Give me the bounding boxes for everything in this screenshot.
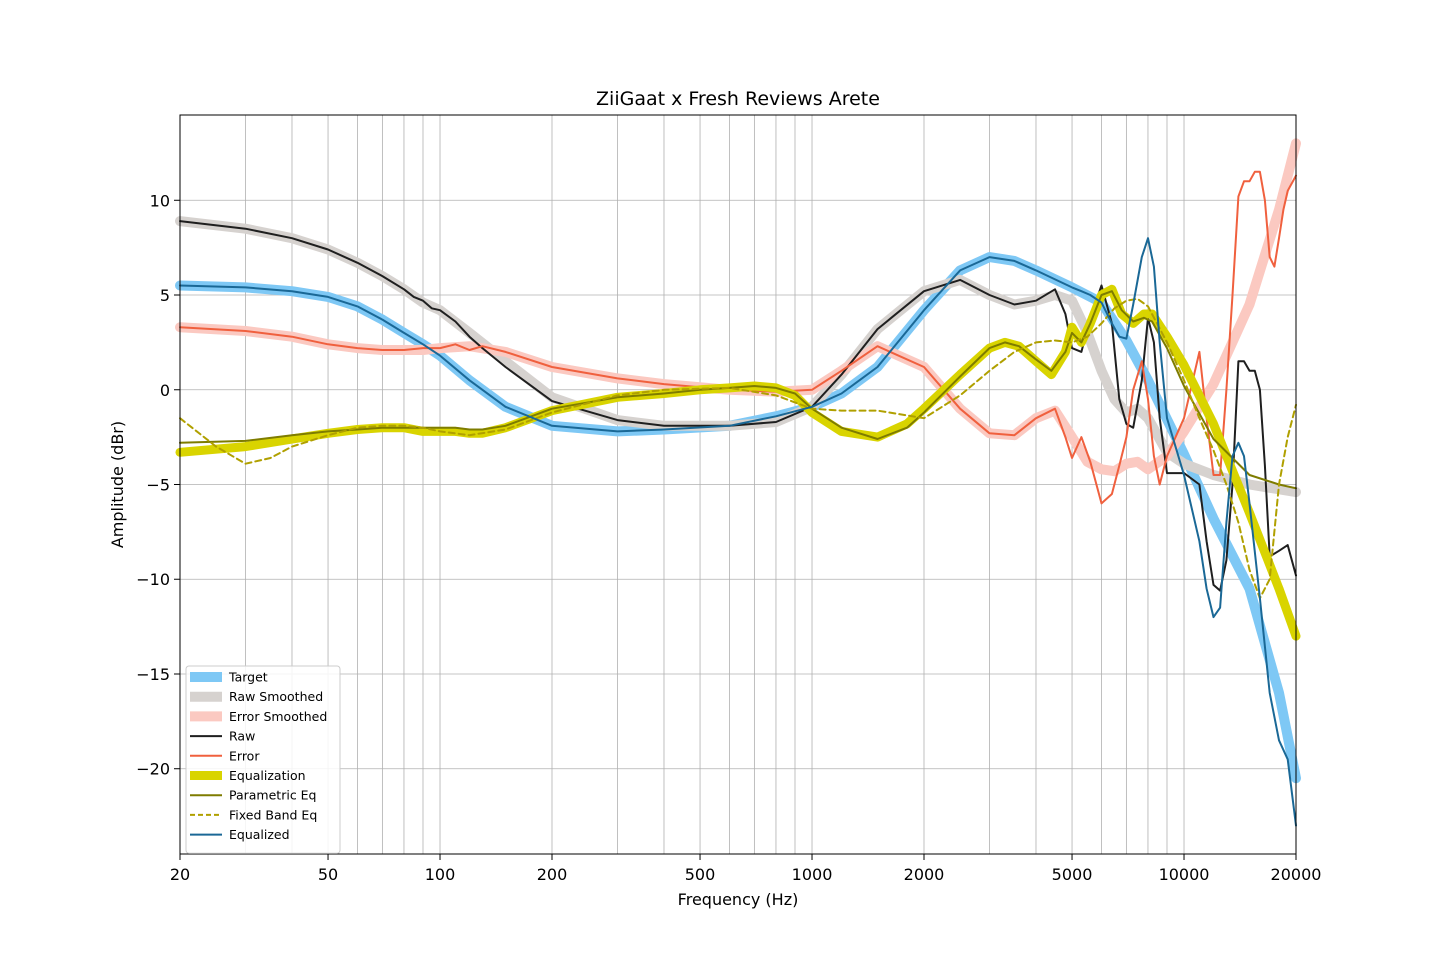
series-lines <box>175 138 1301 827</box>
y-tick-label: 10 <box>150 191 170 210</box>
x-tick-label: 500 <box>685 865 716 884</box>
y-tick-label: −20 <box>136 760 170 779</box>
legend-label: Target <box>228 670 268 685</box>
series-line-parametric-eq <box>179 290 1297 490</box>
x-tick-label: 200 <box>537 865 568 884</box>
series-line-error <box>179 170 1297 505</box>
legend-label: Error Smoothed <box>229 709 327 724</box>
series-line-equalized <box>179 237 1297 827</box>
y-tick-label: −5 <box>146 476 170 495</box>
legend: Target Raw Smoothed Error Smoothed Raw Error… <box>185 665 341 854</box>
x-tick-label: 50 <box>318 865 338 884</box>
legend-label: Raw <box>229 729 255 744</box>
y-tick-label: −15 <box>136 665 170 684</box>
x-tick-label: 100 <box>425 865 456 884</box>
x-tick-label: 20000 <box>1271 865 1322 884</box>
x-tick-label: 1000 <box>792 865 833 884</box>
x-axis-label: Frequency (Hz) <box>678 890 799 909</box>
x-tick-label: 2000 <box>904 865 945 884</box>
y-axis-label: Amplitude (dBr) <box>108 421 127 548</box>
y-tick-label: 0 <box>160 381 170 400</box>
legend-label: Equalized <box>229 827 290 842</box>
legend-label: Error <box>229 748 260 763</box>
legend-label: Fixed Band Eq <box>229 807 317 822</box>
x-tick-label: 20 <box>170 865 190 884</box>
x-tick-label: 5000 <box>1052 865 1093 884</box>
legend-label: Raw Smoothed <box>229 689 323 704</box>
y-tick-label: −10 <box>136 570 170 589</box>
x-tick-label: 10000 <box>1159 865 1210 884</box>
legend-box <box>185 665 341 854</box>
legend-label: Equalization <box>229 768 306 783</box>
legend-label: Parametric Eq <box>229 788 317 803</box>
chart-title: ZiiGaat x Fresh Reviews Arete <box>596 88 880 110</box>
y-tick-label: 5 <box>160 286 170 305</box>
axis-ticks: 20 50 100 200 500 1000 2000 5000 10000 200001050−… <box>136 191 1321 884</box>
series-line-fixed-band-eq <box>179 297 1297 600</box>
